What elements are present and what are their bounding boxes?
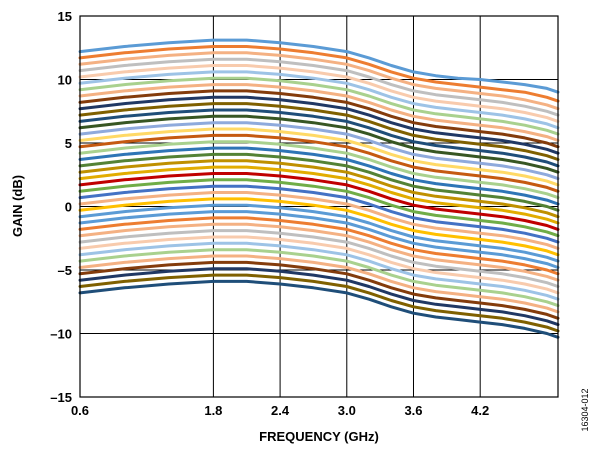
series-line — [78, 64, 560, 123]
series-line — [78, 191, 560, 250]
y-tick-label: –5 — [58, 263, 72, 278]
series-line — [78, 140, 560, 200]
series-line — [78, 83, 560, 142]
series-line — [78, 210, 560, 269]
series-line — [78, 114, 560, 174]
series-line — [78, 102, 560, 161]
x-tick-label: 3.0 — [338, 403, 356, 418]
x-axis-title: FREQUENCY (GHz) — [259, 429, 379, 444]
series-line — [78, 279, 560, 339]
series-line — [78, 57, 560, 117]
series-line — [78, 133, 560, 193]
series-line — [78, 38, 560, 94]
series-line — [78, 51, 560, 111]
y-tick-label: 5 — [65, 136, 72, 151]
x-tick-label: 1.8 — [204, 403, 222, 418]
series-line — [78, 178, 560, 238]
x-tick-label: 3.6 — [404, 403, 422, 418]
series-line — [78, 127, 560, 187]
series-line — [78, 260, 560, 320]
series-line — [78, 146, 560, 206]
series-line — [78, 159, 560, 219]
plot-area-border — [79, 15, 559, 398]
tick-labels: 0.6 1.8 2.4 3.0 3.6 4.2 –15 –10 –5 0 5 10 15 — [50, 9, 489, 418]
series-line — [78, 254, 560, 314]
x-tick-label: 4.2 — [471, 403, 489, 418]
x-tick-label: 0.6 — [71, 403, 89, 418]
y-tick-label: 0 — [65, 200, 72, 215]
series-line — [78, 267, 560, 327]
x-tick-label: 2.4 — [271, 403, 290, 418]
figure-code: 16304-012 — [580, 388, 590, 431]
series-line — [78, 76, 560, 136]
series-line — [78, 184, 560, 244]
series-line — [78, 89, 560, 149]
series-line — [78, 235, 560, 295]
series-line — [78, 229, 560, 288]
series-line — [78, 241, 560, 301]
series-line — [78, 108, 560, 168]
series-line — [78, 197, 560, 257]
y-tick-label: –10 — [50, 327, 72, 342]
y-tick-label: 15 — [58, 9, 72, 24]
series-line — [78, 203, 560, 263]
series-line — [78, 165, 560, 225]
y-tick-label: –15 — [50, 390, 72, 405]
series-line — [78, 248, 560, 308]
y-tick-label: 10 — [58, 73, 72, 88]
series-line — [78, 172, 560, 231]
series-line — [78, 273, 560, 333]
series-line — [78, 95, 560, 155]
y-axis-title: GAIN (dB) — [10, 175, 25, 237]
series-line — [78, 70, 560, 130]
series-lines — [78, 38, 560, 339]
series-line — [78, 121, 560, 181]
series-line — [78, 45, 560, 103]
series-line — [78, 216, 560, 276]
series-line — [78, 152, 560, 212]
series-line — [78, 222, 560, 282]
